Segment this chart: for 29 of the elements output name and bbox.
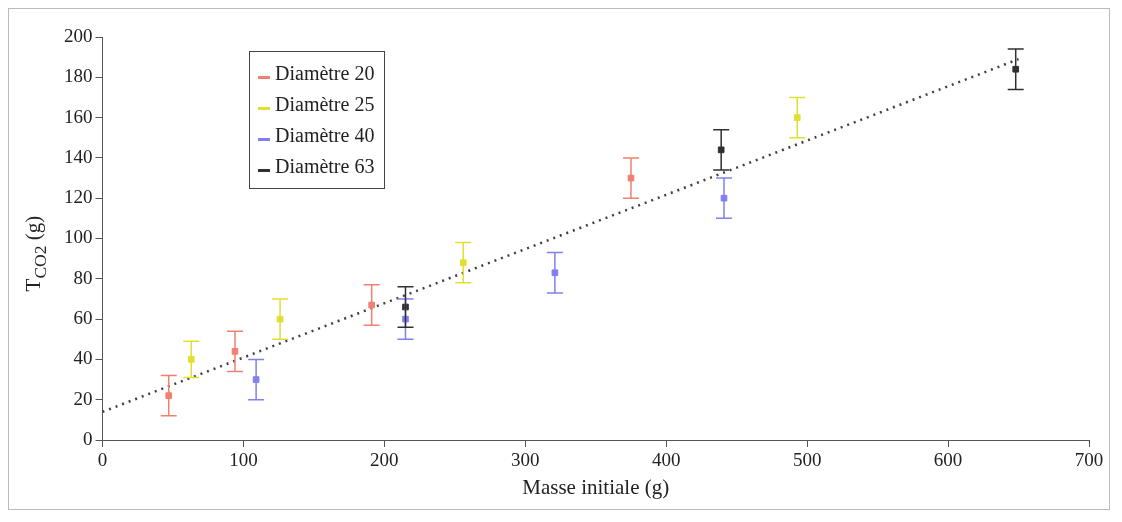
y-tick-label: 140: [64, 145, 93, 167]
point: [459, 259, 467, 267]
y-tick-label: 60: [73, 307, 93, 329]
y-tick-label: 20: [73, 387, 93, 409]
x-tick-label: 600: [933, 449, 963, 471]
y-tick-label: 120: [64, 186, 93, 208]
y-tick-label: 200: [64, 24, 93, 46]
legend-label: Diamètre 40: [275, 123, 375, 148]
y-tick-label: 80: [73, 266, 93, 288]
y-tick-label: 0: [83, 427, 93, 449]
x-tick-label: 0: [97, 449, 108, 471]
x-tick-label: 300: [511, 449, 540, 471]
x-axis-title: Masse initiale (g): [522, 474, 670, 499]
point: [1012, 65, 1020, 73]
x-tick-label: 500: [792, 449, 822, 471]
y-tick-label: 100: [64, 226, 93, 248]
legend-label: Diamètre 20: [275, 61, 375, 86]
legend-label: Diamètre 63: [275, 154, 375, 179]
x-tick-label: 400: [651, 449, 681, 471]
y-tick-label: 180: [64, 65, 93, 87]
y-tick-label: 160: [64, 105, 93, 127]
point: [793, 114, 801, 121]
point: [165, 392, 173, 399]
point: [187, 356, 195, 363]
x-tick-label: 700: [1074, 449, 1104, 471]
y-tick-label: 40: [73, 347, 93, 369]
x-tick-label: 100: [229, 449, 258, 471]
x-tick-label: 200: [370, 449, 399, 471]
legend-label: Diamètre 25: [275, 92, 375, 117]
